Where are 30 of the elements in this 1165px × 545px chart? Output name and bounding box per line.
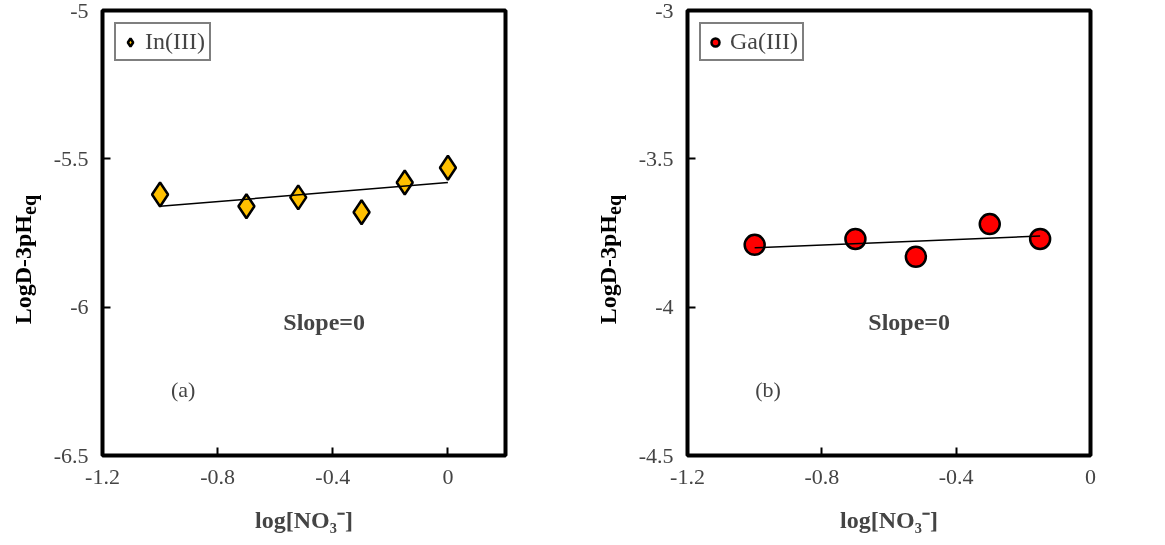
annotation: (b): [755, 377, 781, 403]
x-tick-label: -0.8: [200, 463, 236, 489]
x-axis-title: log[NO₃⁻]: [840, 506, 938, 533]
point: [288, 184, 308, 211]
point: [1028, 227, 1052, 251]
point: [438, 154, 458, 181]
annotation: Slope=0: [868, 309, 951, 336]
y-tick-label: -3: [655, 0, 674, 23]
x-tick-label: -0.4: [315, 463, 351, 489]
point: [395, 169, 414, 196]
y-tick-label: -4: [655, 294, 674, 320]
x-axis-title: log[NO₃⁻]: [255, 506, 353, 533]
legend-label: In(III): [145, 28, 205, 55]
point: [743, 233, 766, 257]
y-tick-label: -5.5: [53, 145, 89, 171]
legend-label: Ga(III): [730, 28, 798, 55]
point: [237, 193, 256, 220]
x-tick-label: 0: [442, 463, 454, 489]
point: [844, 227, 867, 251]
y-tick-label: -6: [70, 294, 89, 320]
x-tick-label: -0.4: [938, 463, 974, 489]
point: [978, 212, 1001, 236]
x-tick-label: 0: [1085, 463, 1096, 489]
point: [904, 245, 928, 268]
x-tick-label: -0.8: [804, 463, 840, 489]
annotation: (a): [170, 377, 196, 403]
point: [150, 181, 170, 208]
y-tick-label: -3.5: [638, 145, 674, 171]
y-tick-label: -5: [70, 0, 89, 23]
annotation: Slope=0: [283, 309, 366, 336]
